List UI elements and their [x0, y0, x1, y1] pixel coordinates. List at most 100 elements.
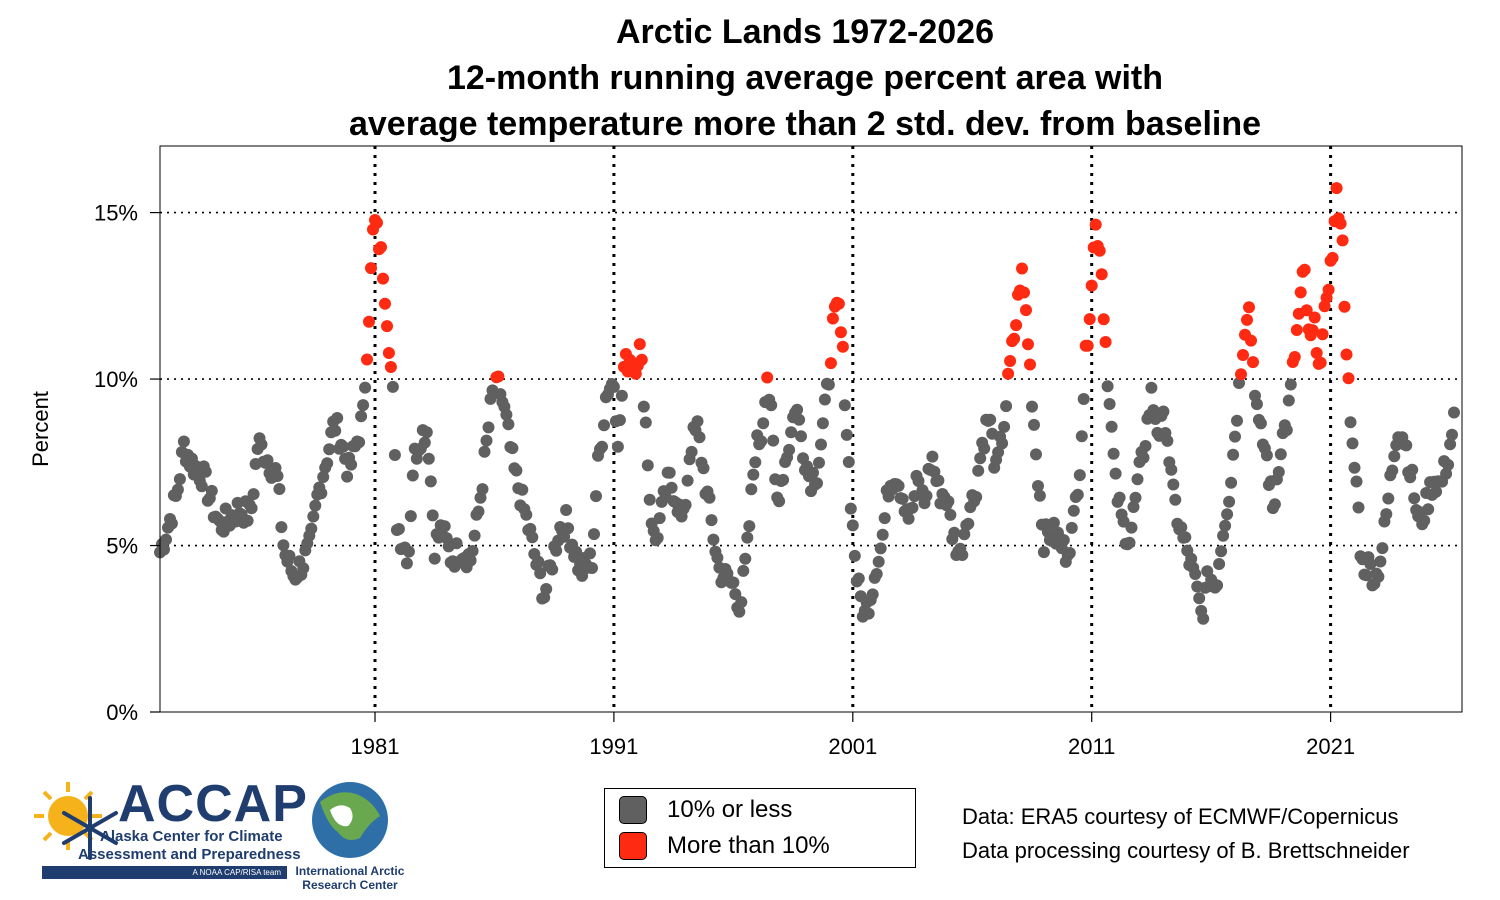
point-high: [1004, 355, 1017, 367]
point-normal: [665, 481, 678, 494]
point-normal: [1077, 393, 1090, 405]
point-high: [1093, 244, 1106, 257]
point-normal: [765, 399, 778, 412]
point-normal: [1145, 381, 1158, 394]
point-normal: [428, 552, 441, 565]
point-normal: [1215, 545, 1228, 558]
point-normal: [516, 483, 529, 496]
point-normal: [932, 474, 945, 487]
point-normal: [1028, 418, 1040, 431]
point-high: [1016, 262, 1028, 275]
point-high: [1338, 300, 1351, 313]
point-normal: [247, 488, 260, 501]
point-normal: [685, 445, 698, 458]
point-normal: [480, 434, 493, 447]
point-high: [1245, 334, 1257, 347]
point-normal: [741, 531, 754, 544]
point-normal: [892, 479, 905, 492]
point-high: [1322, 283, 1335, 296]
credit-data-source: Data: ERA5 courtesy of ECMWF/Copernicus: [962, 804, 1399, 829]
point-normal: [1057, 534, 1070, 547]
point-normal: [711, 551, 724, 564]
point-normal: [510, 464, 523, 477]
point-normal: [1400, 439, 1413, 452]
point-normal: [1448, 406, 1460, 419]
point-normal: [283, 549, 296, 562]
point-normal: [727, 576, 740, 589]
point-normal: [540, 583, 553, 595]
point-normal: [842, 456, 855, 468]
point-normal: [560, 504, 573, 516]
point-normal: [307, 510, 320, 523]
point-high: [1342, 372, 1355, 385]
data-points: [154, 182, 1460, 625]
point-normal: [158, 543, 170, 556]
point-normal: [1223, 495, 1236, 508]
point-normal: [1197, 612, 1210, 625]
iarc-label-line-1: International Arctic: [295, 864, 405, 878]
point-normal: [1189, 568, 1202, 580]
point-normal: [844, 502, 857, 515]
point-normal: [277, 539, 290, 552]
point-normal: [1350, 475, 1363, 488]
point-normal: [653, 512, 666, 525]
point-normal: [404, 510, 417, 523]
point-normal: [241, 514, 254, 527]
point-normal: [420, 426, 433, 439]
point-normal: [1386, 464, 1399, 477]
point-normal: [171, 483, 184, 496]
point-normal: [245, 502, 258, 515]
point-normal: [1388, 450, 1401, 463]
point-high: [1024, 358, 1036, 371]
point-high: [761, 371, 774, 384]
point-normal: [984, 413, 997, 426]
legend-item-high: More than 10%: [619, 831, 830, 861]
point-normal: [1446, 428, 1458, 441]
point-normal: [838, 399, 851, 412]
point-normal: [1231, 414, 1243, 427]
point-normal: [902, 512, 915, 525]
point-normal: [912, 475, 925, 487]
point-normal: [783, 443, 796, 456]
point-normal: [472, 505, 485, 518]
point-normal: [663, 466, 676, 479]
accap-subtitle: Alaska Center for Climate Assessment and…: [78, 828, 301, 864]
point-normal: [793, 413, 806, 426]
point-high: [826, 312, 839, 325]
point-normal: [337, 440, 350, 453]
point-high: [1020, 304, 1032, 317]
point-normal: [852, 572, 865, 585]
point-normal: [926, 450, 939, 463]
point-normal: [862, 607, 875, 620]
point-normal: [974, 452, 987, 465]
accap-bar: A NOAA CAP/RISA team: [42, 866, 287, 879]
point-high: [635, 353, 648, 366]
accap-tagline: A NOAA CAP/RISA team: [192, 868, 281, 877]
point-normal: [329, 424, 342, 437]
point-normal: [773, 495, 786, 508]
point-normal: [1169, 493, 1182, 506]
point-high: [1241, 313, 1253, 326]
point-normal: [418, 436, 431, 449]
point-normal: [1037, 546, 1050, 559]
point-normal: [1139, 440, 1152, 452]
y-tick-label: 5%: [106, 534, 138, 559]
point-normal: [199, 465, 212, 478]
point-normal: [866, 588, 879, 601]
legend: 10% or less More than 10%: [604, 788, 916, 868]
point-normal: [562, 522, 575, 535]
point-normal: [317, 471, 330, 483]
point-normal: [739, 552, 752, 565]
point-normal: [767, 434, 780, 447]
point-normal: [1175, 521, 1188, 534]
point-normal: [641, 459, 654, 472]
point-normal: [733, 605, 746, 618]
point-normal: [1229, 430, 1241, 443]
point-normal: [707, 533, 720, 546]
point-normal: [422, 452, 435, 465]
point-high: [1081, 339, 1094, 352]
point-normal: [874, 542, 887, 555]
point-normal: [1376, 542, 1389, 555]
point-normal: [1280, 424, 1293, 437]
